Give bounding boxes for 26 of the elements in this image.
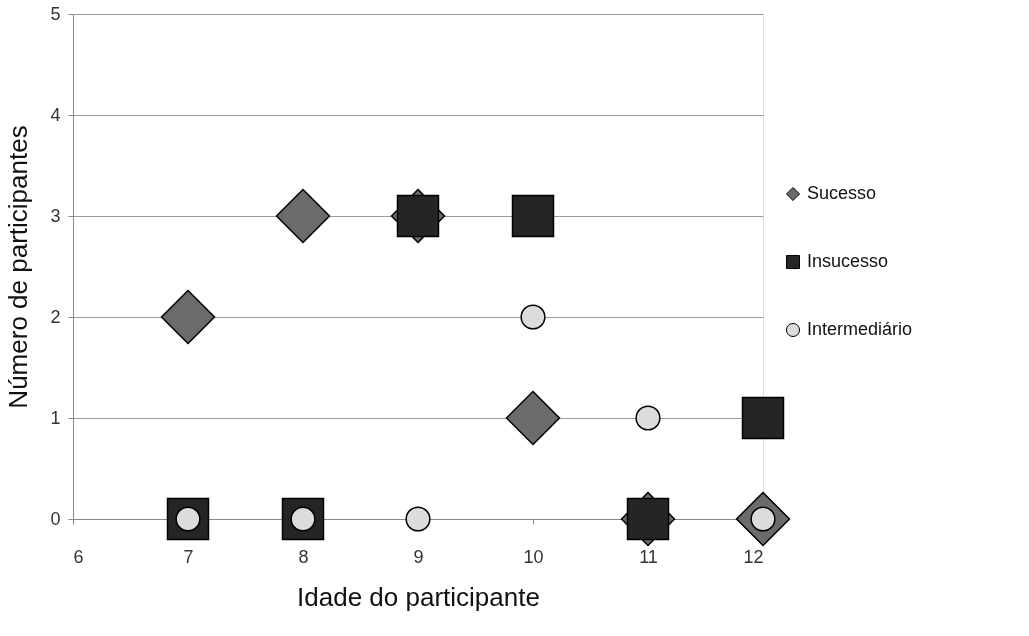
point	[511, 194, 555, 238]
legend-label: Insucesso	[807, 251, 889, 271]
point	[741, 396, 785, 440]
point	[275, 188, 331, 244]
point	[635, 405, 661, 431]
x-tick-label: 11	[639, 546, 658, 567]
x-tick-label: 7	[183, 546, 194, 567]
y-tick-label: 5	[50, 3, 61, 24]
x-tick-label: 8	[298, 546, 309, 567]
y-tick-label: 1	[50, 407, 61, 428]
point	[405, 506, 431, 532]
legend-label: Intermediário	[807, 319, 913, 339]
x-tick-label: 9	[413, 546, 424, 567]
point	[520, 304, 546, 330]
x-axis-title: Idade do participante	[297, 581, 540, 612]
y-tick-label: 4	[50, 104, 61, 125]
x-tick-label: 12	[743, 546, 764, 567]
legend-label: Sucesso	[807, 183, 877, 203]
point	[505, 390, 561, 446]
x-tick-label: 10	[523, 546, 544, 567]
x-tick-label: 6	[73, 546, 84, 567]
y-axis-title: Número de participantes	[3, 125, 34, 409]
y-tick-label: 0	[50, 508, 61, 529]
y-tick-label: 2	[50, 306, 61, 327]
y-tick-label: 3	[50, 205, 61, 226]
point	[160, 289, 216, 345]
